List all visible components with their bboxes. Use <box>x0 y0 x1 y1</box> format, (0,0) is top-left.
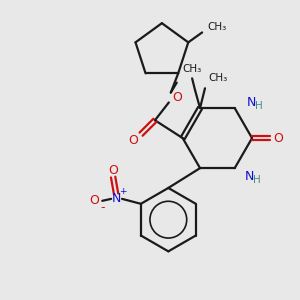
Text: N: N <box>111 192 121 206</box>
Text: CH₃: CH₃ <box>207 22 226 32</box>
Text: CH₃: CH₃ <box>208 74 227 83</box>
Text: N: N <box>244 169 254 183</box>
Text: O: O <box>273 132 283 145</box>
Text: N: N <box>247 96 256 109</box>
Text: H: H <box>254 101 262 111</box>
Text: -: - <box>100 201 104 214</box>
Text: O: O <box>108 164 118 177</box>
Text: +: + <box>119 188 127 196</box>
Text: O: O <box>128 134 138 147</box>
Text: H: H <box>253 175 260 185</box>
Text: O: O <box>172 91 182 104</box>
Text: O: O <box>89 194 99 207</box>
Text: CH₃: CH₃ <box>182 64 202 74</box>
